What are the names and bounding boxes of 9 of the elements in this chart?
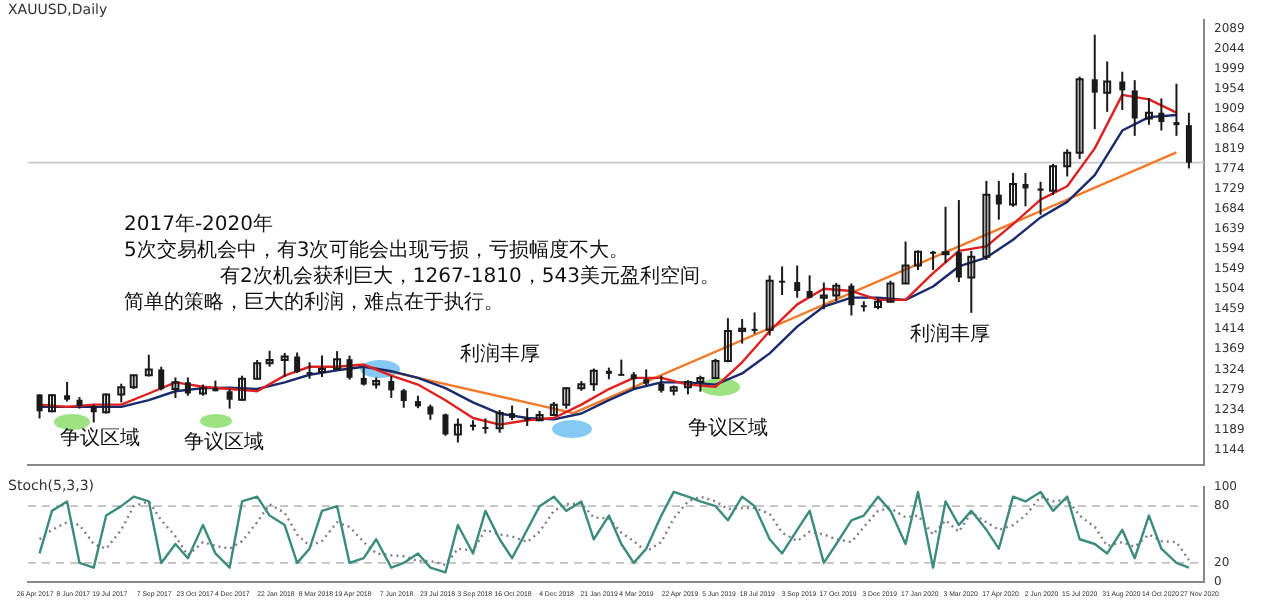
annotation: 有2次机会获利巨大，1267-1810，543美元盈利空间。: [218, 264, 720, 290]
annotation: 2017年-2020年: [124, 212, 276, 238]
annotation: 利润丰厚: [460, 341, 540, 368]
annotation: 利润丰厚: [910, 321, 990, 348]
annotation: 5次交易机会中，有3次可能会出现亏损，亏损幅度不大。: [124, 238, 632, 264]
annotation: 争议区域: [60, 425, 140, 452]
annotation: 简单的策略，巨大的利润，难点在于执行。: [124, 290, 506, 316]
annotation: 争议区域: [688, 415, 768, 442]
annotation: 争议区域: [184, 429, 264, 456]
